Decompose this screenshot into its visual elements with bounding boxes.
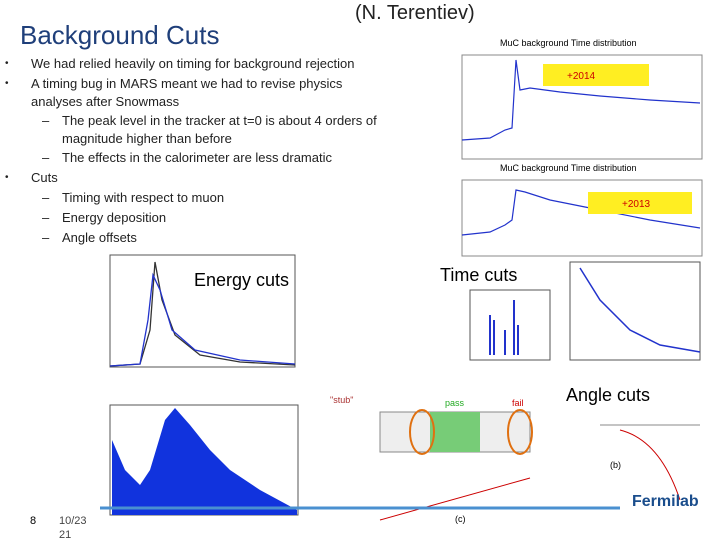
slide-title: Background Cuts	[20, 20, 220, 50]
diagram-label: (c)	[455, 514, 466, 524]
page-number: 8	[30, 515, 36, 527]
figure-label: Time cuts	[440, 265, 517, 285]
sub-bullet: The peak level in the tracker at t=0 is …	[42, 112, 407, 148]
plot-frame	[569, 261, 701, 361]
diagram-label: pass	[445, 398, 465, 408]
sub-bullet: The effects in the calorimeter are less …	[42, 149, 407, 167]
diagram-label: "stub"	[330, 395, 353, 405]
inset-title: MuC background Time distribution	[500, 38, 637, 48]
detector	[430, 412, 480, 452]
curve	[109, 272, 296, 367]
bullet: A timing bug in MARS meant we had to rev…	[5, 75, 376, 111]
logo: Fermilab	[632, 493, 699, 510]
figure-label: Angle cuts	[566, 385, 650, 405]
plot-frame	[109, 254, 296, 368]
diagram-label: (b)	[610, 460, 621, 470]
footer-date: 10/23	[59, 515, 87, 527]
tag: +2014	[567, 71, 596, 82]
bullet: Cuts	[5, 169, 401, 187]
plot-frame	[469, 289, 551, 361]
tag: +2013	[622, 199, 651, 210]
diagram-line	[379, 477, 531, 521]
inset-title: MuC background Time distribution	[500, 163, 637, 173]
curve	[489, 300, 519, 355]
histogram	[112, 408, 297, 515]
highlight	[409, 409, 435, 455]
tag-box	[588, 192, 692, 214]
curve	[109, 261, 296, 367]
footer-date: 21	[59, 529, 71, 540]
sub-bullet: Angle offsets	[42, 229, 407, 247]
sub-bullet: Timing with respect to muon	[42, 189, 407, 207]
tag-box	[543, 64, 649, 86]
sub-bullet: Energy deposition	[42, 209, 407, 227]
plot-frame	[461, 179, 703, 257]
curve	[461, 189, 701, 236]
curve	[579, 267, 701, 353]
bullet: We had relied heavily on timing for back…	[5, 55, 401, 73]
diagram-line	[619, 429, 681, 501]
curve	[461, 59, 701, 141]
plot-frame	[461, 54, 703, 160]
figure-label: Energy cuts	[194, 270, 289, 290]
diagram-label: fail	[512, 398, 524, 408]
highlight	[507, 409, 533, 455]
author: (N. Terentiev)	[355, 2, 475, 24]
